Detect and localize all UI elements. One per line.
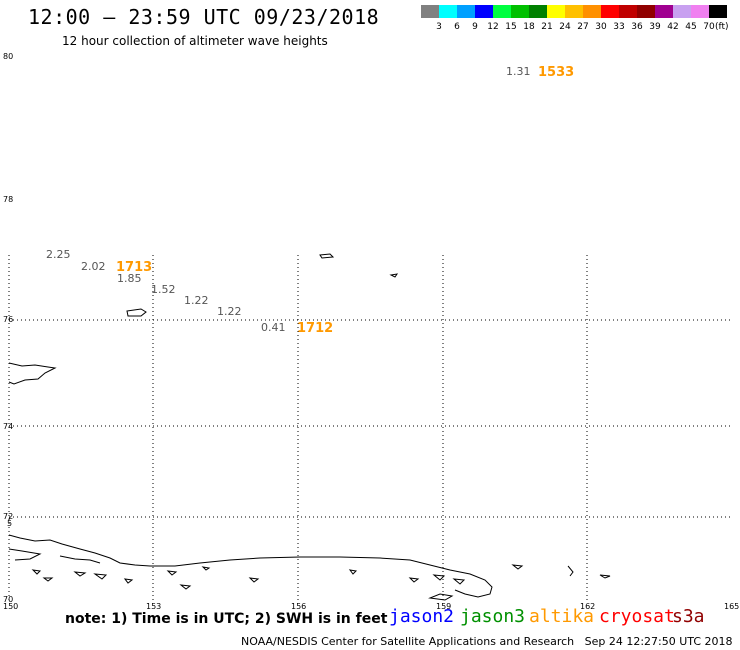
lon-label: 150 [3,602,18,611]
legend-label: 45 [685,22,697,32]
island-outline [319,253,335,259]
island-outline [126,308,147,317]
coastline-segment [59,555,101,564]
legend-label: 70 [703,22,715,32]
satellite-label: s3a [672,606,705,627]
legend-label: 18 [523,22,535,32]
legend-swatch [439,5,457,18]
lat-label: 76 [3,315,13,324]
satellite-label: jason2 [389,606,455,627]
coastline-segment [8,548,42,561]
legend-swatch [619,5,637,18]
island-outline [73,571,87,577]
wave-height-value: 1.22 [184,294,209,307]
pass-time-label: 1533 [538,65,574,80]
island-outline [348,569,358,575]
lon-label: 153 [146,602,161,611]
graticule [8,255,733,600]
map-subtitle: 12 hour collection of altimeter wave hei… [62,34,328,48]
legend-label: 6 [454,22,460,32]
island-outline [599,574,611,579]
legend-label: 33 [613,22,625,32]
legend-swatch [691,5,709,18]
credit-line: NOAA/NESDIS Center for Satellite Applica… [241,635,733,648]
island-outline [389,273,399,278]
lat-label: 70 [3,595,13,604]
island-outline [511,564,524,570]
lat-label: 74 [3,422,13,431]
legend-label: 42 [667,22,679,32]
wave-height-value: 0.41 [261,321,286,334]
legend-label: 39 [649,22,661,32]
legend-unit: (ft) [715,22,729,32]
lat-label: 72 [3,512,13,521]
lat-label: 80 [3,52,13,61]
legend-label: 30 [595,22,607,32]
legend-swatch [529,5,547,18]
lon-label: 156 [291,602,306,611]
legend-swatch [511,5,529,18]
island-outline [201,566,211,571]
lat-label-minor: 5 [7,519,12,528]
legend-swatch [673,5,691,18]
coastline [8,253,611,601]
coastline-segment [567,565,574,577]
pass-time-label: 1712 [297,321,333,336]
map-title: 12:00 — 23:59 UTC 09/23/2018 [28,5,380,29]
legend-swatch [421,5,439,18]
lon-label: 165 [724,602,739,611]
legend-label: 21 [541,22,553,32]
wave-height-value: 1.52 [151,283,176,296]
island-outline [432,574,446,581]
legend-swatch [457,5,475,18]
legend-label: 27 [577,22,589,32]
island-outline [31,569,42,575]
wave-height-value: 1.85 [117,272,142,285]
legend-label: 15 [505,22,517,32]
legend-label: 24 [559,22,571,32]
lon-labels: 150 153 156 159 162 165 [3,602,739,611]
lat-label: 78 [3,195,13,204]
legend-label: 36 [631,22,643,32]
legend-label: 9 [472,22,478,32]
lat-labels: 80 78 76 74 72 70 5 [3,52,13,604]
legend-swatch [709,5,727,18]
island-outline [408,577,420,583]
island-outline [93,573,108,580]
satellite-label: cryosat [599,606,675,627]
coastline-segment [8,362,57,385]
island-outline [166,570,178,576]
legend-swatch [475,5,493,18]
satellite-label: altika [529,606,595,627]
island-outline [179,584,192,590]
pass-time-label: 1713 [116,260,152,275]
coastline-segment [8,534,493,598]
observations: 1.31 1533 2.25 2.02 1713 1.85 1.52 1.22 … [46,65,574,336]
wave-height-value: 2.02 [81,260,106,273]
satellite-label: jason3 [460,606,526,627]
lon-label: 162 [580,602,595,611]
legend-swatch [583,5,601,18]
legend-label: 12 [487,22,499,32]
legend-swatch [493,5,511,18]
lon-label: 159 [436,602,451,611]
island-outline [452,578,466,585]
wave-height-value: 1.22 [217,305,242,318]
island-outline [248,577,260,583]
wave-height-value: 1.31 [506,65,531,78]
island-outline [428,593,454,601]
legend-swatch [655,5,673,18]
footer-note: note: 1) Time is in UTC; 2) SWH is in fe… [65,611,388,627]
legend-swatch [601,5,619,18]
legend-swatch [547,5,565,18]
legend-swatch [565,5,583,18]
legend-label: 3 [436,22,442,32]
island-outline [123,578,134,584]
island-outline [42,577,54,582]
wave-height-value: 2.25 [46,248,71,261]
legend-swatch [637,5,655,18]
